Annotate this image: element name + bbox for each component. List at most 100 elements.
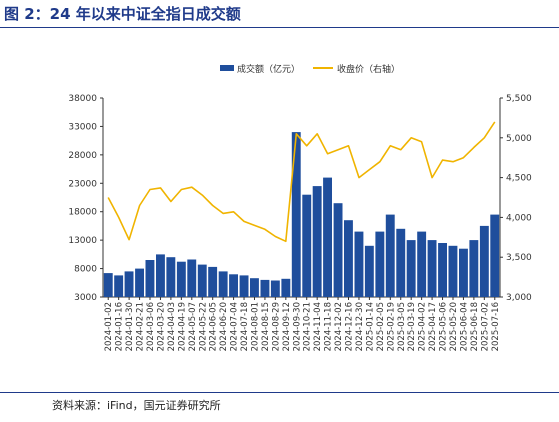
x-tick-label: 2024-12-30 [355, 302, 365, 351]
volume-bar [270, 280, 280, 297]
x-tick-label: 2025-05-06 [439, 302, 449, 351]
x-tick-label: 2024-06-20 [219, 302, 229, 351]
volume-bar [354, 231, 364, 297]
volume-bar [281, 278, 291, 297]
volume-bar [364, 245, 374, 297]
legend-swatch-volume [220, 65, 234, 71]
x-tick-label: 2024-08-29 [271, 302, 281, 351]
volume-bar [469, 240, 479, 297]
volume-bar [490, 214, 500, 297]
x-tick-label: 2024-03-06 [146, 302, 156, 351]
x-tick-label: 2024-03-20 [157, 302, 167, 351]
y-right-tick-label: 3,500 [506, 253, 532, 263]
x-tick-label: 2024-04-03 [167, 302, 177, 351]
y-left-tick-label: 18000 [68, 208, 97, 218]
volume-bar [417, 231, 427, 297]
y-right-tick-label: 5,000 [506, 134, 532, 144]
x-tick-label: 2025-06-18 [470, 302, 480, 351]
volume-bar [114, 275, 124, 297]
x-tick-label: 2025-04-02 [418, 302, 428, 351]
x-tick-label: 2025-02-05 [376, 302, 386, 351]
volume-bar [208, 266, 218, 297]
x-tick-label: 2024-01-02 [104, 302, 114, 351]
volume-bar [333, 203, 343, 297]
volume-bar [187, 259, 197, 297]
y-right-tick-label: 4,000 [506, 213, 532, 223]
y-left-tick-label: 38000 [68, 94, 97, 104]
y-right-tick-label: 4,500 [506, 174, 532, 184]
x-tick-label: 2024-12-02 [334, 302, 344, 351]
x-tick-label: 2025-01-14 [365, 302, 375, 351]
volume-bar [427, 240, 437, 297]
y-right-tick-label: 3,000 [506, 293, 532, 303]
volume-bar [448, 245, 458, 297]
x-tick-label: 2024-04-19 [177, 302, 187, 351]
x-tick-label: 2025-02-19 [386, 302, 396, 351]
y-left-tick-label: 28000 [68, 151, 97, 161]
x-tick-label: 2025-06-04 [459, 302, 469, 351]
title-rule [0, 27, 559, 28]
x-tick-label: 2024-01-30 [125, 302, 135, 351]
x-tick-label: 2024-09-30 [292, 302, 302, 351]
x-tick-label: 2025-04-17 [428, 302, 438, 351]
legend-label-close: 收盘价（右轴） [337, 63, 400, 75]
x-tick-label: 2024-11-04 [313, 302, 323, 351]
volume-bar [291, 132, 301, 297]
volume-bar [479, 225, 489, 297]
x-tick-label: 2025-03-05 [397, 302, 407, 351]
x-tick-label: 2024-11-18 [324, 302, 334, 351]
figure-title: 图 2：24 年以来中证全指日成交额 [4, 5, 241, 23]
volume-bar [323, 177, 332, 297]
volume-bar [239, 275, 249, 297]
x-tick-label: 2024-02-21 [136, 302, 146, 351]
y-left-tick-label: 8000 [74, 265, 97, 275]
y-left-tick-label: 23000 [68, 179, 97, 189]
y-left-tick-label: 33000 [68, 122, 97, 132]
volume-bars [103, 132, 500, 297]
x-tick-labels: 2024-01-02 2024-01-16 2024-01-30 2024-02-21… [104, 297, 501, 351]
volume-bar [103, 273, 113, 297]
x-tick-label: 2024-06-05 [209, 302, 219, 351]
x-tick-label: 2024-07-04 [230, 302, 240, 351]
volume-bar [145, 260, 155, 297]
x-tick-label: 2025-05-20 [449, 302, 459, 351]
x-tick-label: 2024-08-15 [261, 302, 271, 351]
volume-bar [344, 220, 353, 297]
x-tick-label: 2024-05-07 [188, 302, 198, 351]
volume-bar [459, 248, 468, 297]
volume-bar [218, 271, 228, 297]
volume-bar [396, 228, 406, 297]
x-tick-label: 2024-10-21 [303, 302, 313, 351]
volume-bar [166, 257, 176, 297]
x-tick-label: 2025-07-16 [491, 302, 501, 351]
volume-bar [135, 268, 144, 297]
legend-label-volume: 成交额（亿元） [237, 63, 300, 75]
y-left-tick-label: 3000 [74, 293, 97, 303]
y-right-tick-label: 5,500 [506, 94, 532, 104]
x-tick-label: 2024-05-22 [198, 302, 208, 351]
x-tick-label: 2025-07-02 [480, 302, 490, 351]
volume-bar [438, 243, 447, 297]
volume-bar [124, 271, 134, 297]
x-tick-label: 2024-12-16 [345, 302, 355, 351]
volume-bar [312, 186, 322, 297]
volume-bar [406, 240, 416, 297]
source-rule [0, 392, 559, 393]
volume-bar [250, 278, 259, 297]
y-left-tick-label: 13000 [68, 236, 97, 246]
volume-bar [385, 214, 395, 297]
volume-bar [302, 194, 312, 297]
close-price-line [107, 121, 496, 243]
volume-bar [197, 264, 207, 297]
close-line [107, 121, 496, 243]
volume-bar [176, 261, 186, 297]
volume-bar [375, 231, 385, 297]
x-tick-label: 2024-09-12 [282, 302, 292, 351]
legend: 成交额（亿元） 收盘价（右轴） [220, 63, 400, 75]
volume-bar [229, 274, 238, 297]
source-note: 资料来源：iFind，国元证券研究所 [52, 399, 221, 412]
x-tick-label: 2024-07-18 [240, 302, 250, 351]
x-tick-label: 2024-01-16 [115, 302, 125, 351]
x-tick-label: 2025-03-19 [407, 302, 417, 351]
